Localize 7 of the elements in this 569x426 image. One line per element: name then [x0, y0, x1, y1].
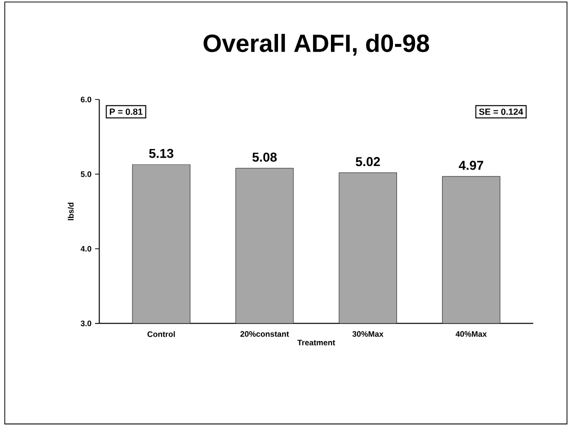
data-label: 5.13: [149, 148, 174, 158]
data-label: 4.97: [458, 160, 484, 170]
annotation: P = 0.81: [110, 108, 142, 115]
annotation: SE = 0.124: [479, 108, 524, 115]
data-label: 5.08: [252, 152, 277, 162]
chart-title: Overall ADFI, d0-98: [204, 34, 430, 56]
data-label: 5.02: [356, 157, 380, 166]
